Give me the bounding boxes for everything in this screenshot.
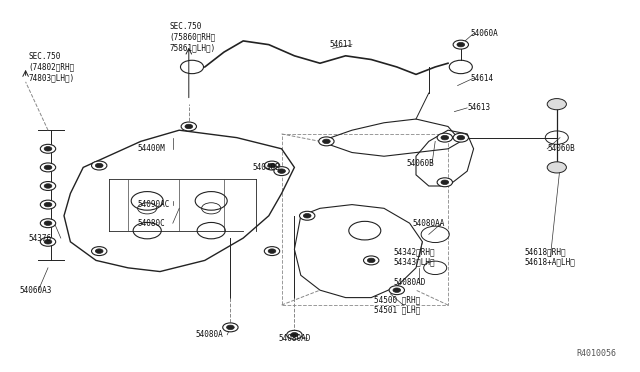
Text: 54500 〈RH〉
54501 〈LH〉: 54500 〈RH〉 54501 〈LH〉 bbox=[374, 295, 420, 315]
Text: 54040B: 54040B bbox=[253, 163, 280, 172]
Text: 54060A3: 54060A3 bbox=[19, 286, 52, 295]
Circle shape bbox=[40, 219, 56, 228]
Circle shape bbox=[364, 256, 379, 265]
Circle shape bbox=[44, 147, 52, 151]
Text: 54060B: 54060B bbox=[547, 144, 575, 153]
Circle shape bbox=[553, 165, 561, 170]
Circle shape bbox=[453, 40, 468, 49]
Circle shape bbox=[549, 163, 564, 172]
Text: 54613: 54613 bbox=[467, 103, 490, 112]
Text: 54618〈RH〉
54618+A〈LH〉: 54618〈RH〉 54618+A〈LH〉 bbox=[525, 247, 575, 266]
Circle shape bbox=[437, 178, 452, 187]
Text: 54060B: 54060B bbox=[406, 159, 434, 168]
Circle shape bbox=[264, 161, 280, 170]
Circle shape bbox=[437, 133, 452, 142]
Circle shape bbox=[457, 42, 465, 47]
Circle shape bbox=[274, 167, 289, 176]
Circle shape bbox=[44, 221, 52, 225]
Circle shape bbox=[300, 211, 315, 220]
Circle shape bbox=[92, 247, 107, 256]
Circle shape bbox=[227, 325, 234, 330]
Circle shape bbox=[95, 249, 103, 253]
Circle shape bbox=[95, 163, 103, 168]
Circle shape bbox=[185, 124, 193, 129]
Circle shape bbox=[553, 102, 561, 106]
Circle shape bbox=[547, 99, 566, 110]
Text: 54080A: 54080A bbox=[195, 330, 223, 339]
Text: 54080AD: 54080AD bbox=[394, 278, 426, 287]
Circle shape bbox=[287, 330, 302, 339]
Text: SEC.750
(74802〈RH〉
74803〈LH〉): SEC.750 (74802〈RH〉 74803〈LH〉) bbox=[29, 52, 75, 82]
Circle shape bbox=[319, 137, 334, 146]
Circle shape bbox=[268, 249, 276, 253]
Text: 54060A: 54060A bbox=[470, 29, 498, 38]
Circle shape bbox=[367, 258, 375, 263]
Text: 54080C: 54080C bbox=[138, 219, 165, 228]
Circle shape bbox=[303, 214, 311, 218]
Circle shape bbox=[453, 133, 468, 142]
Circle shape bbox=[181, 122, 196, 131]
Circle shape bbox=[549, 100, 564, 109]
Circle shape bbox=[278, 169, 285, 173]
Circle shape bbox=[264, 247, 280, 256]
Circle shape bbox=[389, 286, 404, 295]
Text: 54080AD: 54080AD bbox=[278, 334, 311, 343]
Text: 54400M: 54400M bbox=[138, 144, 165, 153]
Circle shape bbox=[40, 200, 56, 209]
Text: 54611: 54611 bbox=[330, 40, 353, 49]
Circle shape bbox=[40, 144, 56, 153]
Circle shape bbox=[44, 240, 52, 244]
Circle shape bbox=[441, 180, 449, 185]
Circle shape bbox=[457, 135, 465, 140]
Text: 54080AA: 54080AA bbox=[413, 219, 445, 228]
Text: 54614: 54614 bbox=[470, 74, 493, 83]
Circle shape bbox=[268, 163, 276, 168]
Text: 54376: 54376 bbox=[29, 234, 52, 243]
Text: 54090AC: 54090AC bbox=[138, 200, 170, 209]
Circle shape bbox=[44, 202, 52, 207]
Text: SEC.750
(75860〈RH〉
75861〈LH〉): SEC.750 (75860〈RH〉 75861〈LH〉) bbox=[170, 22, 216, 52]
Circle shape bbox=[44, 184, 52, 188]
Circle shape bbox=[40, 237, 56, 246]
Circle shape bbox=[393, 288, 401, 292]
Circle shape bbox=[323, 139, 330, 144]
Circle shape bbox=[441, 135, 449, 140]
Circle shape bbox=[44, 165, 52, 170]
Circle shape bbox=[40, 163, 56, 172]
Text: R4010056: R4010056 bbox=[576, 349, 616, 358]
Circle shape bbox=[291, 333, 298, 337]
Circle shape bbox=[223, 323, 238, 332]
Circle shape bbox=[40, 182, 56, 190]
Circle shape bbox=[92, 161, 107, 170]
Text: 54342〈RH〉
54343〈LH〉: 54342〈RH〉 54343〈LH〉 bbox=[394, 247, 435, 266]
Circle shape bbox=[547, 162, 566, 173]
